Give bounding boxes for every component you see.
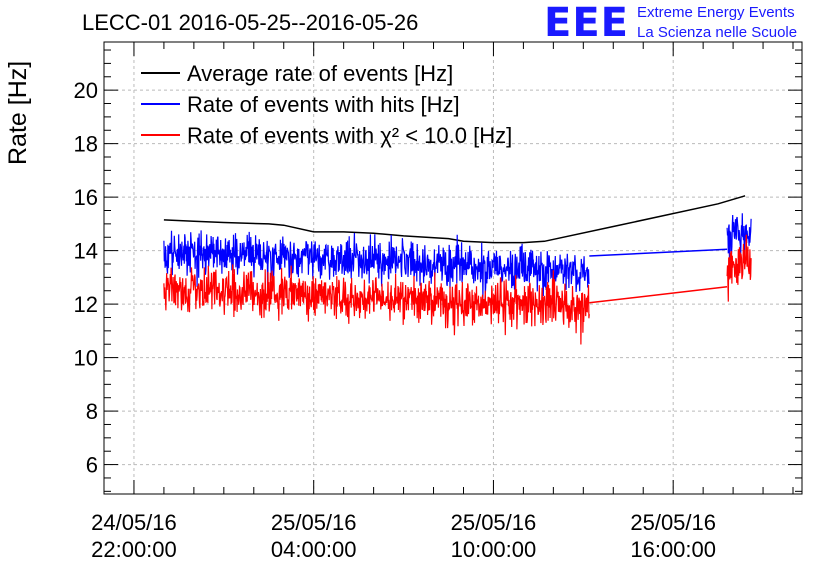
series-noisy-line [726,234,752,302]
x-tick-label-date: 25/05/16 [630,510,716,535]
y-tick-label: 8 [86,399,98,424]
x-tick-label-date: 25/05/16 [271,510,357,535]
plot-frame [103,41,803,495]
y-tick-label: 12 [74,292,98,317]
series-link-line [589,285,728,304]
series-noisy-line [163,264,590,345]
series-link-line [589,248,728,257]
y-tick-label: 16 [74,185,98,210]
x-tick-label-date: 24/05/16 [91,510,177,535]
logo-line-1: Extreme Energy Events [637,4,795,21]
y-tick-label: 6 [86,453,98,478]
logo-line-2: La Scienza nelle Scuole [637,24,798,41]
series-noisy-line [163,230,590,302]
x-tick-label-date: 25/05/16 [451,510,537,535]
eee-logo: EEE [544,0,629,46]
y-tick-label: 20 [74,78,98,103]
series-group [163,195,752,345]
legend-entry: Rate of events with hits [Hz] [187,92,460,117]
legend: Average rate of events [Hz] Rate of event… [141,61,512,148]
y-tick-label: 14 [74,239,98,264]
x-tick-label-time: 22:00:00 [91,537,177,562]
x-tick-label-time: 10:00:00 [451,537,537,562]
series-line-average [163,195,746,244]
y-tick-label: 18 [74,132,98,157]
y-tick-label: 10 [74,346,98,371]
axis-ticks: 6810121416182024/05/1622:00:0025/05/1604… [74,42,802,562]
legend-entry: Average rate of events [Hz] [187,61,453,86]
chart-title: LECC-01 2016-05-25--2016-05-26 [82,10,419,35]
legend-entry: Rate of events with χ² < 10.0 [Hz] [187,123,512,148]
x-tick-label-time: 04:00:00 [271,537,357,562]
x-tick-label-time: 16:00:00 [630,537,716,562]
